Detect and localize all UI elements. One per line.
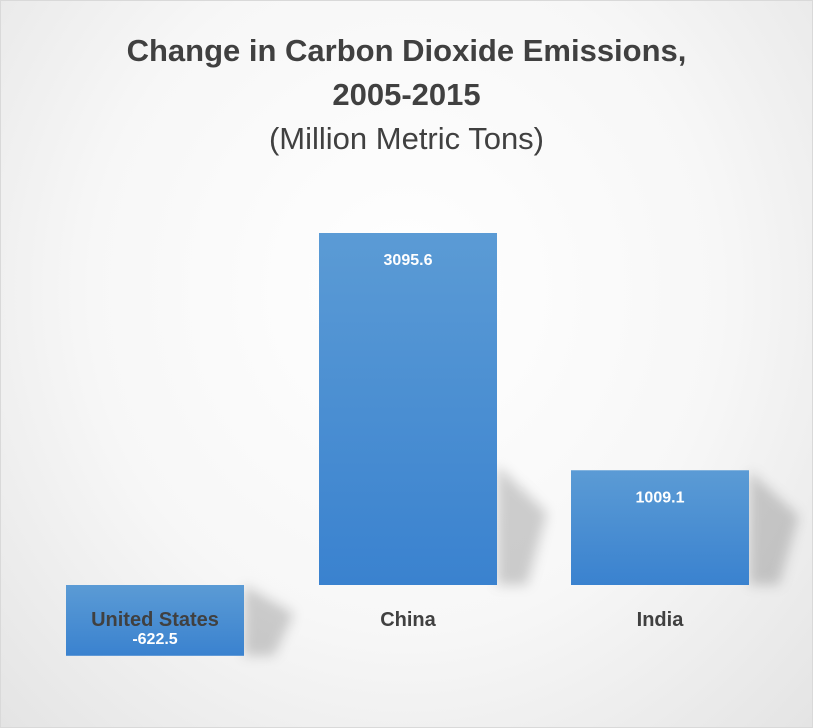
bar-shadow-united-states bbox=[244, 585, 294, 656]
category-label-india: India bbox=[637, 609, 685, 631]
category-label-united-states: United States bbox=[91, 609, 219, 631]
category-label-china: China bbox=[380, 609, 436, 631]
chart-title: Change in Carbon Dioxide Emissions, 2005… bbox=[1, 29, 812, 161]
chart-title-line-2: 2005-2015 bbox=[332, 77, 481, 112]
chart-subtitle: (Million Metric Tons) bbox=[268, 121, 545, 156]
data-label-china: 3095.6 bbox=[384, 252, 433, 269]
chart-title-line-1: Change in Carbon Dioxide Emissions, bbox=[126, 33, 687, 68]
data-label-india: 1009.1 bbox=[636, 489, 685, 506]
bar-shadow-china bbox=[497, 465, 547, 585]
bar-united-states bbox=[66, 585, 244, 656]
data-label-united-states: -622.5 bbox=[132, 631, 177, 648]
bar-india bbox=[571, 470, 749, 585]
bar-shadow-india bbox=[749, 470, 799, 585]
bar-china bbox=[319, 233, 497, 585]
